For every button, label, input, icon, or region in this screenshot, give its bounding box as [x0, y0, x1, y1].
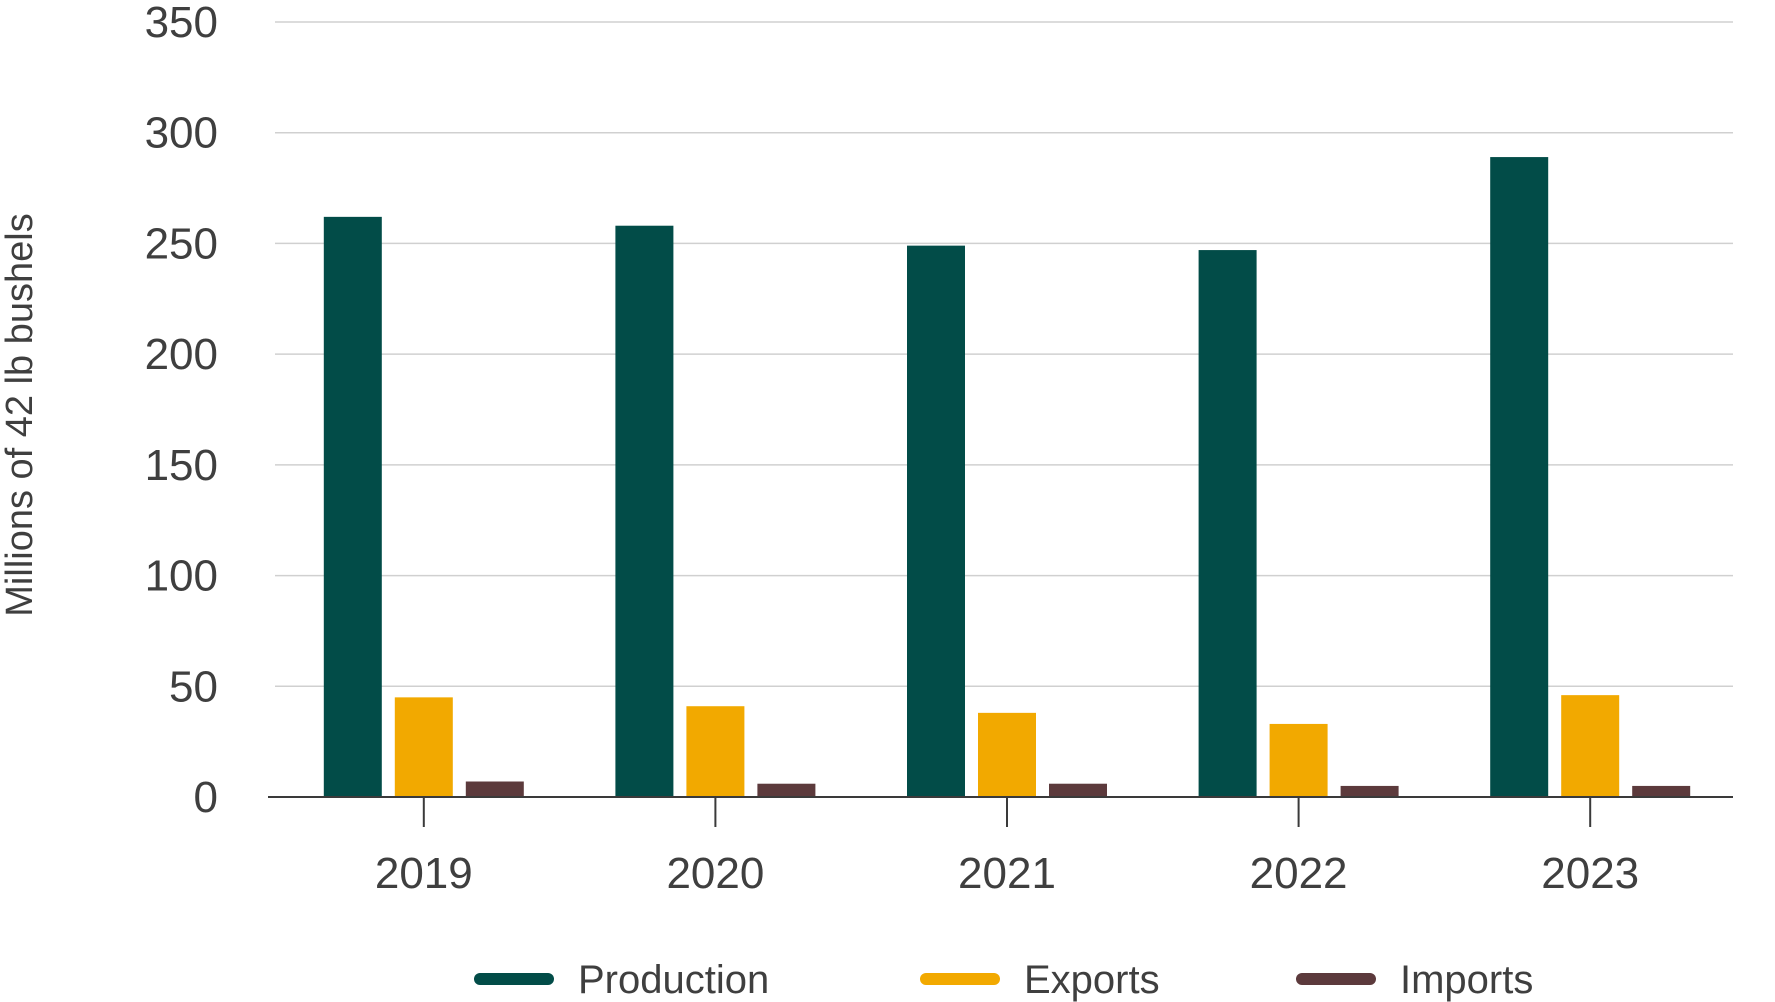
legend-label-production: Production: [578, 958, 769, 1002]
y-axis-label: Millions of 42 lb bushels: [0, 213, 41, 616]
legend: Production Exports Imports: [474, 958, 1533, 1002]
bar-exports-2021: [978, 712, 1036, 797]
x-tick-label: 2022: [1250, 849, 1348, 898]
y-axis-ticks: 0 50 100 150 200 250 300 350: [145, 0, 218, 822]
x-tick-label: 2021: [958, 849, 1056, 898]
legend-label-exports: Exports: [1024, 958, 1160, 1002]
x-tick-label: 2019: [375, 849, 473, 898]
bar-imports-2022: [1340, 785, 1399, 797]
bars: [323, 157, 1691, 798]
y-tick-label: 350: [145, 0, 218, 47]
bar-exports-2019: [394, 697, 453, 797]
legend-label-imports: Imports: [1400, 958, 1533, 1002]
bar-exports-2023: [1561, 695, 1620, 797]
y-tick-label: 50: [169, 662, 218, 711]
bar-exports-2022: [1269, 723, 1328, 797]
y-tick-label: 100: [145, 552, 218, 601]
x-tick-label: 2023: [1541, 849, 1639, 898]
y-tick-label: 300: [145, 109, 218, 158]
bar-production-2022: [1198, 250, 1257, 798]
bar-production-2021: [907, 245, 965, 798]
bar-imports-2021: [1049, 783, 1107, 797]
bar-production-2020: [615, 225, 674, 797]
y-tick-label: 200: [145, 330, 218, 379]
bar-imports-2023: [1632, 785, 1691, 797]
y-tick-label: 150: [145, 441, 218, 490]
bar-imports-2020: [757, 783, 816, 797]
x-tick-label: 2020: [666, 849, 764, 898]
bar-production-2023: [1490, 157, 1549, 798]
x-axis: 2019 2020 2021 2022 2023: [268, 796, 1733, 898]
y-tick-label: 250: [145, 219, 218, 268]
bar-production-2019: [323, 216, 382, 797]
gridlines: [275, 21, 1733, 688]
bar-exports-2020: [686, 706, 745, 797]
bar-imports-2019: [465, 781, 524, 797]
y-tick-label: 0: [194, 773, 218, 822]
